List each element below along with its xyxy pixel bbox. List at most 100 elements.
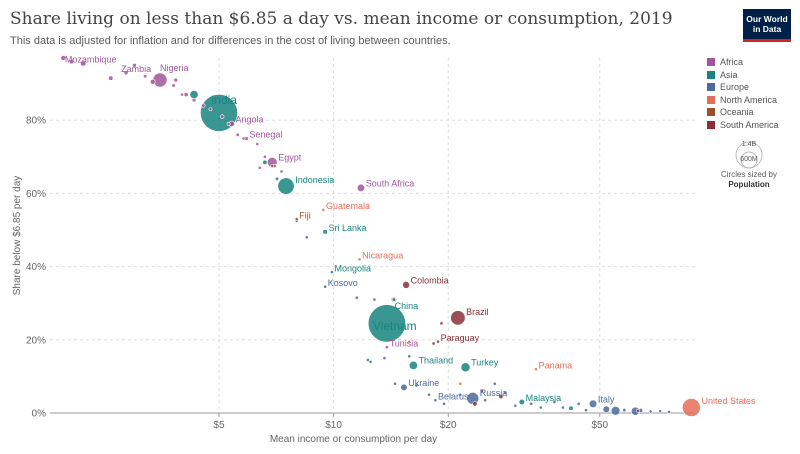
size-legend-min-circle [740,151,758,169]
point-africa-43 [235,132,240,137]
point-africa-40 [143,74,148,79]
label-zambia: Zambia [121,64,151,74]
size-legend-max-label: 1.4B [742,141,757,148]
label-turkey: Turkey [471,357,499,367]
x-tick-label-50: $50 [591,420,608,431]
y-tick-label-0: 0% [32,409,47,420]
point-nicaragua [357,257,362,262]
point-africa-22 [60,55,67,61]
data-labels: Vietnam India United States Indonesia Brazil… [65,54,756,405]
legend-label-south-america: South America [720,119,779,130]
our-world-in-data-logo[interactable]: Our World in Data [743,9,791,42]
data-points [60,55,701,417]
point-europe-55 [576,401,581,406]
point-europe-65 [560,405,565,410]
point-united-states [682,398,701,417]
legend-label-europe: Europe [720,82,750,92]
x-tick-label-20: $20 [440,420,457,431]
size-legend-caption: Circles sized by [720,170,777,179]
point-europe-57 [648,409,653,414]
point-oceania-84 [270,164,275,168]
point-africa-35 [132,63,137,68]
legend-item-north-america[interactable]: North America [707,94,779,106]
point-panama [534,367,538,371]
point-fiji [294,217,299,221]
y-axis-label: Share below $6.85 per day [12,176,23,296]
point-italy [588,399,598,409]
point-south-america-58 [636,408,640,413]
point-kosovo [323,284,328,289]
label-fiji: Fiji [299,210,311,220]
point-europe-70 [552,400,557,404]
point-tunisia [384,345,389,350]
size-legend-circles: 1.4B 600M [735,141,763,169]
point-europe-86 [365,358,370,362]
label-indonesia: Indonesia [295,175,334,185]
label-tunisia: Tunisia [390,338,419,348]
label-south-africa: South Africa [366,178,415,188]
label-mongolia: Mongolia [335,263,372,273]
point-africa-51 [226,121,231,126]
label-paraguay: Paraguay [441,333,480,343]
label-panama: Panama [539,360,573,370]
legend-swatch-europe [707,83,715,91]
label-nigeria: Nigeria [160,63,189,73]
point-malaysia [518,398,525,406]
point-europe-73 [393,381,397,386]
logo-line-1: Our World [746,14,788,24]
point-europe-74 [414,383,419,388]
chart-subtitle: This data is adjusted for inflation and … [10,35,451,47]
point-africa-42 [201,103,206,108]
label-senegal: Senegal [249,130,282,140]
point-africa-63 [257,165,262,170]
size-legend: 1.4B 600M Circles sized by Population [718,139,780,190]
point-europe-16 [602,405,610,413]
point-south-america-30 [498,394,504,400]
point-africa-32 [183,92,189,98]
point-south-america-66 [431,341,436,346]
point-south-america-29 [472,401,478,407]
point-africa-26 [108,75,114,81]
y-tick-label-60: 60% [26,189,46,200]
point-brazil [450,310,466,326]
point-colombia [402,281,410,289]
legend-swatch-south-america [707,120,715,129]
point-europe-47 [622,408,627,413]
point-europe-9 [610,406,621,416]
point-europe-61 [658,409,662,414]
size-legend-variable: Population [728,180,770,189]
label-italy: Italy [598,394,615,404]
point-africa-41 [171,83,176,88]
point-south-africa [356,183,366,193]
point-europe-76 [442,401,446,406]
point-sri-lanka [322,229,328,235]
point-europe-56 [584,408,588,412]
point-asia-27 [262,159,268,165]
point-europe-87 [368,359,373,364]
point-asia-64 [407,354,412,359]
label-vietnam: Vietnam [373,319,417,333]
legend-item-south-america[interactable]: South America [707,119,779,131]
point-asia-46 [274,176,279,181]
point-guatemala [321,207,326,212]
legend-item-asia[interactable]: Asia [707,69,779,81]
legend-item-europe[interactable]: Europe [707,81,779,93]
legend-label-africa: Africa [720,57,744,67]
legend-item-africa[interactable]: Africa [707,56,779,68]
point-north-america-83 [458,381,463,386]
label-china: China [395,301,419,311]
point-europe-71 [667,410,671,414]
point-europe-75 [427,392,431,397]
point-belarus [433,398,438,403]
point-europe-81 [538,405,543,410]
label-egypt: Egypt [278,152,302,162]
label-angola: Angola [236,115,264,125]
label-belarus: Belarus [438,392,469,402]
legend-item-oceania[interactable]: Oceania [707,106,779,118]
point-africa-53 [279,169,284,174]
point-africa-23 [149,78,156,85]
y-tick-label-20: 20% [26,335,46,346]
point-africa-38 [220,114,225,119]
legend-swatch-north-america [707,95,715,104]
point-europe-69 [483,398,488,403]
